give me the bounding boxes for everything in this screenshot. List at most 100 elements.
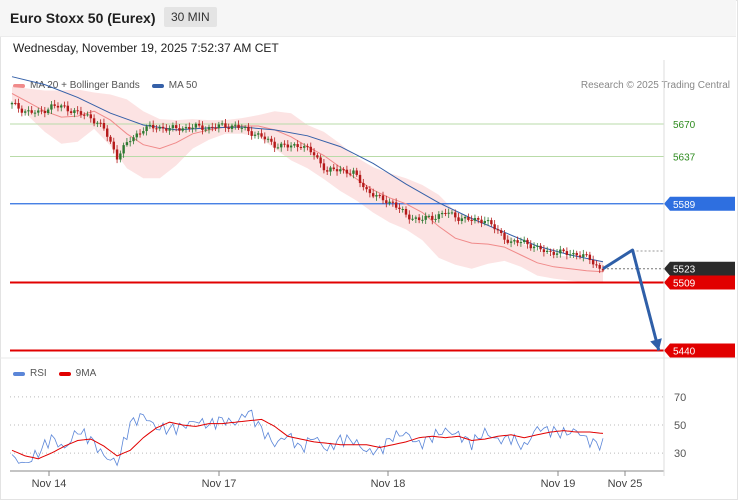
candle xyxy=(73,107,76,118)
candle-body xyxy=(270,138,273,142)
candle-body xyxy=(293,144,296,146)
candle xyxy=(549,248,552,256)
candle xyxy=(496,225,500,234)
candle xyxy=(454,209,457,222)
rsi-tick-30: 30 xyxy=(674,448,686,460)
instrument-title: Euro Stoxx 50 (Eurex) xyxy=(10,10,156,26)
candle xyxy=(230,123,234,133)
candle-body xyxy=(536,245,539,247)
candle-body xyxy=(89,114,92,119)
candle-body xyxy=(37,110,40,113)
candle-body xyxy=(322,163,326,171)
candle-body xyxy=(50,104,53,110)
candle-body xyxy=(513,240,516,242)
candle-body xyxy=(404,208,408,215)
candle xyxy=(151,120,155,133)
candle xyxy=(542,245,546,257)
candle xyxy=(204,126,207,133)
candle xyxy=(99,119,102,128)
candle xyxy=(486,217,490,226)
candle xyxy=(345,165,349,178)
candle-body xyxy=(184,127,188,129)
candle-body xyxy=(289,145,293,148)
legend-ma50-label: MA 50 xyxy=(168,80,198,91)
candle xyxy=(477,216,480,224)
candle xyxy=(56,102,60,112)
candle-body xyxy=(30,110,33,113)
candle xyxy=(591,255,595,269)
candle-body xyxy=(17,103,20,109)
candle xyxy=(559,245,562,258)
candle xyxy=(197,120,201,128)
candle xyxy=(283,140,286,148)
ma9-line xyxy=(11,418,604,460)
candle-body xyxy=(165,128,168,131)
candle xyxy=(490,217,493,227)
candle-body xyxy=(138,133,142,135)
level-text-5589: 5589 xyxy=(673,200,696,211)
candle-body xyxy=(532,246,536,249)
candle xyxy=(10,101,14,109)
candle-body xyxy=(224,123,227,128)
candle-body xyxy=(575,252,578,256)
candle-body xyxy=(582,254,585,257)
candle-body xyxy=(316,155,319,158)
candle xyxy=(260,129,263,139)
candle xyxy=(447,208,450,218)
candle-body xyxy=(444,212,447,214)
candle xyxy=(33,110,37,118)
candle-body xyxy=(237,124,240,129)
candle-body xyxy=(227,127,230,129)
candle-body xyxy=(151,124,155,129)
candle xyxy=(342,167,345,174)
candle xyxy=(440,210,444,218)
candle xyxy=(500,228,503,236)
candle-body xyxy=(578,255,582,257)
candle xyxy=(207,124,211,134)
candle xyxy=(568,249,572,258)
candle xyxy=(601,265,605,273)
candle-body xyxy=(178,128,181,131)
candle xyxy=(92,114,96,127)
candle xyxy=(211,122,214,132)
candle-body xyxy=(201,125,204,130)
candle xyxy=(243,125,247,131)
candle xyxy=(483,216,486,226)
candle xyxy=(224,118,227,132)
level-tag-5523 xyxy=(664,261,735,276)
candle xyxy=(119,150,122,163)
candle-body xyxy=(378,195,381,197)
candle-body xyxy=(523,239,526,243)
candle-body xyxy=(411,218,414,220)
level-label-5589: 5589 xyxy=(664,196,735,211)
candle-body xyxy=(335,169,339,172)
candle-body xyxy=(342,169,345,171)
candle xyxy=(565,247,569,260)
legend-ma50: MA 50 xyxy=(151,80,198,91)
candle xyxy=(293,142,296,148)
candle xyxy=(362,178,365,191)
candle-body xyxy=(467,217,470,220)
candle xyxy=(142,127,145,136)
candle-body xyxy=(486,220,490,222)
candle xyxy=(444,208,447,217)
candle xyxy=(69,108,73,115)
candle-body xyxy=(263,136,267,140)
candle xyxy=(329,165,332,176)
candle xyxy=(555,248,559,259)
candle-body xyxy=(454,212,457,218)
candle-body xyxy=(480,219,483,224)
candle-body xyxy=(529,244,532,249)
candle-body xyxy=(506,239,509,243)
candle xyxy=(178,124,181,135)
candle xyxy=(421,215,424,224)
candle-body xyxy=(463,217,467,219)
candle xyxy=(296,140,299,152)
level-text-5523: 5523 xyxy=(673,265,696,276)
candle xyxy=(306,143,309,151)
level-tag-5589 xyxy=(664,196,735,211)
candle-body xyxy=(601,268,605,271)
timeframe-badge[interactable]: 30 MIN xyxy=(164,7,217,27)
candle-body xyxy=(545,250,549,253)
candle xyxy=(303,143,306,152)
